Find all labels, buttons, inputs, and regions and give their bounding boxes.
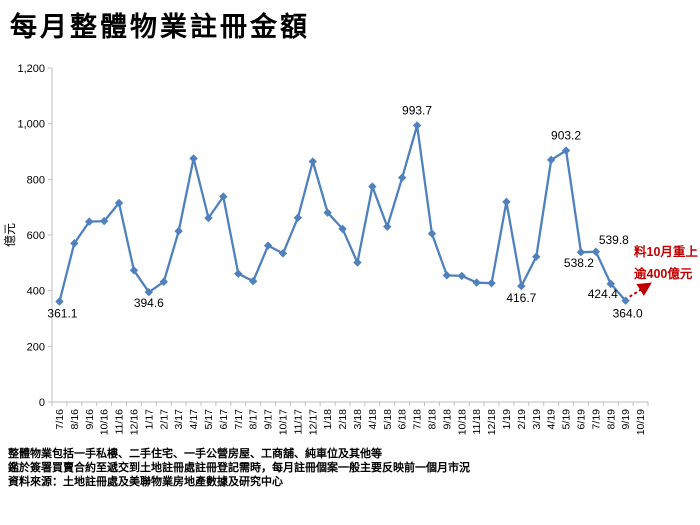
svg-text:394.6: 394.6 <box>134 296 164 310</box>
svg-text:416.7: 416.7 <box>506 291 536 305</box>
svg-text:538.2: 538.2 <box>564 256 594 270</box>
forecast-annotation: 料10月重上逾400億元 <box>634 244 698 281</box>
svg-text:10/16: 10/16 <box>99 409 111 435</box>
svg-text:600: 600 <box>27 230 45 242</box>
data-line <box>58 124 627 302</box>
svg-text:2/18: 2/18 <box>337 409 349 430</box>
svg-text:1/18: 1/18 <box>322 409 334 430</box>
x-axis-labels: 7/16 8/16 9/16 10/16 11/16 12/16 1/17 2/17 3/17 4… <box>54 409 647 435</box>
svg-text:5/19: 5/19 <box>561 409 573 430</box>
svg-text:800: 800 <box>27 174 45 186</box>
svg-text:3/17: 3/17 <box>173 409 185 430</box>
svg-text:7/19: 7/19 <box>590 409 602 430</box>
svg-text:4/18: 4/18 <box>367 409 379 430</box>
svg-text:7/16: 7/16 <box>54 409 66 430</box>
svg-text:993.7: 993.7 <box>402 103 432 117</box>
svg-text:3/18: 3/18 <box>352 409 364 430</box>
y-axis-title: 億元 <box>3 223 17 247</box>
svg-text:3/19: 3/19 <box>531 409 543 430</box>
svg-text:8/18: 8/18 <box>426 409 438 430</box>
svg-text:539.8: 539.8 <box>599 233 629 247</box>
svg-text:6/17: 6/17 <box>218 409 230 430</box>
axes <box>48 67 649 406</box>
svg-text:8/16: 8/16 <box>69 409 81 430</box>
svg-text:1,000: 1,000 <box>17 119 45 131</box>
svg-text:9/16: 9/16 <box>84 409 96 430</box>
svg-text:9/19: 9/19 <box>620 409 632 430</box>
svg-text:903.2: 903.2 <box>551 129 581 143</box>
page-title: 每月整體物業註冊金額 <box>10 12 310 42</box>
svg-text:5/17: 5/17 <box>203 409 215 430</box>
data-labels: 361.1 394.6 993.7 416.7 903.2 538.2 539.8 424.4… <box>47 103 643 320</box>
footnotes: 整體物業包括一手私樓、二手住宅、一手公營房屋、工商舖、純車位及其他等 鑑於簽署買… <box>8 447 696 489</box>
svg-text:4/17: 4/17 <box>188 409 200 430</box>
footnote-line-2: 鑑於簽署買賣合約至遞交到土地註冊處註冊登記需時，每月註冊個案一般主要反映前一個月… <box>8 462 470 474</box>
svg-text:6/19: 6/19 <box>575 409 587 430</box>
svg-text:12/17: 12/17 <box>307 409 319 435</box>
svg-text:11/18: 11/18 <box>471 409 483 435</box>
forecast-arrow <box>629 282 652 298</box>
svg-text:4/19: 4/19 <box>546 409 558 430</box>
svg-text:200: 200 <box>27 341 45 353</box>
svg-text:12/16: 12/16 <box>128 409 140 435</box>
svg-text:1/17: 1/17 <box>143 409 155 430</box>
svg-text:11/16: 11/16 <box>114 409 126 435</box>
svg-text:5/18: 5/18 <box>382 409 394 430</box>
svg-text:0: 0 <box>39 397 45 409</box>
svg-text:7/17: 7/17 <box>233 409 245 430</box>
svg-text:9/17: 9/17 <box>263 409 275 430</box>
svg-text:11/17: 11/17 <box>292 409 304 435</box>
svg-text:424.4: 424.4 <box>588 287 618 301</box>
svg-text:7/18: 7/18 <box>412 409 424 430</box>
svg-text:361.1: 361.1 <box>47 306 77 320</box>
svg-text:6/18: 6/18 <box>397 409 409 430</box>
footnote-line-3: 資料來源：土地註冊處及美聯物業房地產數據及研究中心 <box>8 476 283 488</box>
svg-text:1,200: 1,200 <box>17 63 45 75</box>
svg-text:9/18: 9/18 <box>441 409 453 430</box>
svg-text:400: 400 <box>27 286 45 298</box>
svg-text:10/17: 10/17 <box>277 409 289 435</box>
monthly-property-registration-line-chart: 0 200 400 600 800 1,000 1,200 7/16 8/16 9/16 10/16… <box>3 63 698 435</box>
svg-text:1/19: 1/19 <box>501 409 513 430</box>
y-axis-labels: 0 200 400 600 800 1,000 1,200 <box>17 63 45 409</box>
svg-text:12/18: 12/18 <box>486 409 498 435</box>
svg-text:10/18: 10/18 <box>456 409 468 435</box>
svg-text:8/19: 8/19 <box>605 409 617 430</box>
svg-text:10/19: 10/19 <box>635 409 647 435</box>
svg-text:8/17: 8/17 <box>248 409 260 430</box>
data-markers <box>55 121 630 306</box>
footnote-line-1: 整體物業包括一手私樓、二手住宅、一手公營房屋、工商舖、純車位及其他等 <box>8 448 382 460</box>
svg-text:2/17: 2/17 <box>158 409 170 430</box>
svg-text:364.0: 364.0 <box>613 307 643 321</box>
svg-text:2/19: 2/19 <box>516 409 528 430</box>
